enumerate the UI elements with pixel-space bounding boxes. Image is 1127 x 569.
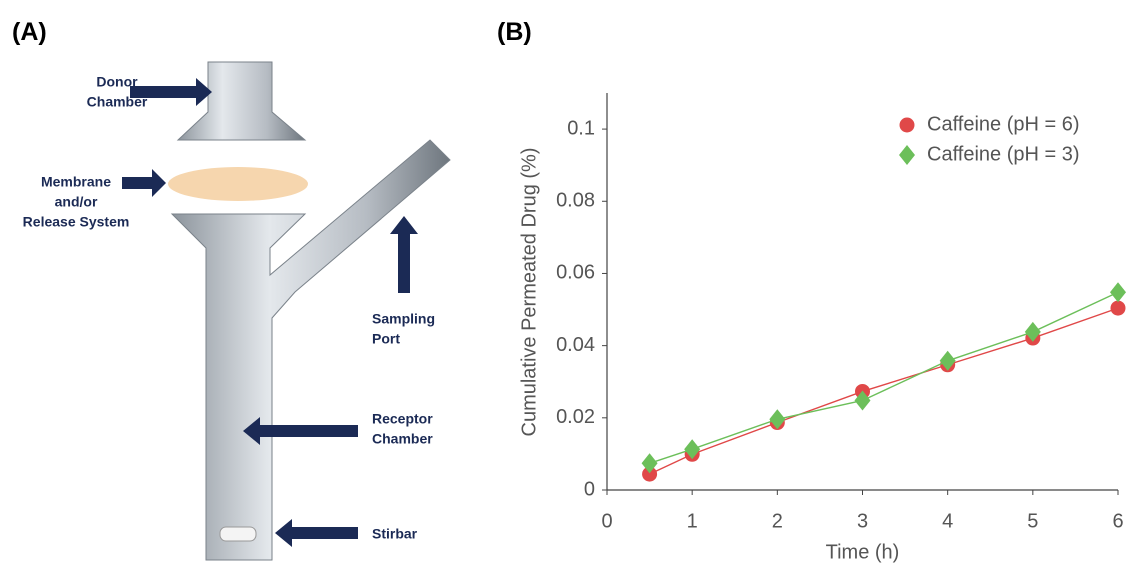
legend-marker — [899, 145, 915, 165]
callout-label: and/or — [55, 194, 98, 210]
arrow — [122, 169, 166, 197]
x-tick-label: 2 — [772, 510, 783, 532]
callout-label: Membrane — [41, 174, 111, 190]
x-axis-label: Time (h) — [826, 541, 900, 563]
y-tick-label: 0.08 — [556, 190, 595, 212]
stirbar — [220, 527, 256, 541]
y-tick-label: 0.04 — [556, 334, 595, 356]
data-point — [1110, 282, 1126, 302]
callout-label: Chamber — [87, 94, 148, 110]
callout-label: Stirbar — [372, 526, 418, 542]
receptor-chamber — [172, 140, 450, 560]
callout-label: Chamber — [372, 431, 433, 447]
x-tick-label: 3 — [857, 510, 868, 532]
x-tick-label: 1 — [687, 510, 698, 532]
arrow — [390, 216, 418, 293]
panel-label: (A) — [12, 18, 47, 46]
x-tick-label: 4 — [942, 510, 953, 532]
membrane — [168, 167, 308, 201]
data-point — [1111, 301, 1126, 316]
callout-label: Release System — [23, 214, 130, 230]
y-tick-label: 0 — [584, 478, 595, 500]
y-tick-label: 0.1 — [567, 117, 595, 139]
callout-label: Receptor — [372, 411, 433, 427]
callout-label: Sampling — [372, 311, 435, 327]
callout-label: Port — [372, 331, 400, 347]
x-tick-label: 0 — [601, 510, 612, 532]
y-axis-label: Cumulative Permeated Drug (%) — [518, 148, 540, 437]
legend-label: Caffeine (pH = 3) — [927, 143, 1080, 165]
callout-label: Donor — [96, 74, 138, 90]
figure: (A) (B) Donor Chamber Membrane and/or Releas… — [0, 0, 1127, 569]
x-tick-label: 6 — [1112, 510, 1123, 532]
arrow — [275, 519, 358, 547]
panel-label: (B) — [497, 18, 532, 46]
page: (A) (B) Donor Chamber Membrane and/or Releas… — [0, 0, 1127, 569]
y-tick-label: 0.02 — [556, 406, 595, 428]
legend-marker — [900, 118, 915, 133]
x-tick-label: 5 — [1027, 510, 1038, 532]
y-tick-label: 0.06 — [556, 262, 595, 284]
legend-label: Caffeine (pH = 6) — [927, 113, 1080, 135]
series-line — [650, 292, 1118, 463]
